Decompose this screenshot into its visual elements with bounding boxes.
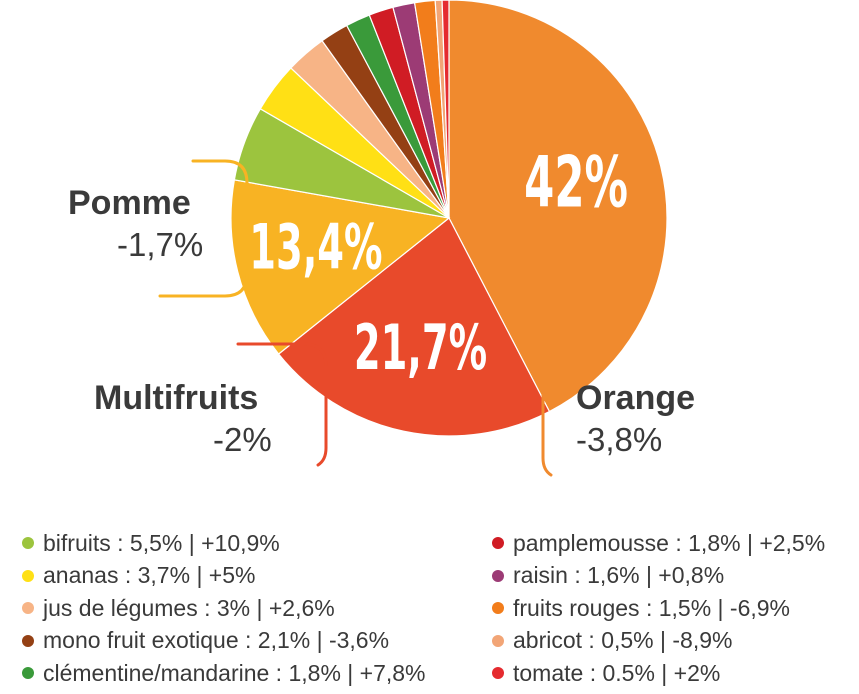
legend-label: clémentine/mandarine : 1,8% | +7,8% bbox=[43, 659, 426, 686]
callout-multifruits-name: Multifruits bbox=[94, 379, 259, 417]
slice-label-orange: 42% bbox=[524, 141, 628, 223]
legend-item: jus de légumes : 3% | +2,6% bbox=[22, 592, 426, 625]
callout-pomme-name: Pomme bbox=[68, 184, 191, 222]
legend-label: raisin : 1,6% | +0,8% bbox=[513, 562, 725, 589]
pie-slice-tomate bbox=[441, 0, 450, 219]
legend-dot bbox=[492, 569, 504, 582]
legend-label: abricot : 0,5% | -8,9% bbox=[513, 627, 733, 654]
legend-item: clémentine/mandarine : 1,8% | +7,8% bbox=[22, 657, 426, 690]
legend-item: tomate : 0.5% | +2% bbox=[492, 657, 825, 690]
callout-bracket-orange bbox=[541, 350, 567, 477]
legend-left: bifruits : 5,5% | +10,9% ananas : 3,7% |… bbox=[22, 527, 426, 690]
legend-label: mono fruit exotique : 2,1% | -3,6% bbox=[43, 627, 390, 654]
legend-dot bbox=[22, 602, 34, 615]
legend-item: abricot : 0,5% | -8,9% bbox=[492, 625, 825, 658]
legend-label: pamplemousse : 1,8% | +2,5% bbox=[513, 529, 826, 556]
callout-pomme-change: -1,7% bbox=[117, 226, 204, 263]
pie-slices bbox=[230, 0, 668, 437]
legend-label: tomate : 0.5% | +2% bbox=[513, 659, 721, 686]
legend-label: jus de légumes : 3% | +2,6% bbox=[43, 594, 335, 621]
slice-label-multifruits: 21,7% bbox=[354, 313, 487, 385]
legend-item: fruits rouges : 1,5% | -6,9% bbox=[492, 592, 825, 625]
legend-right: pamplemousse : 1,8% | +2,5% raisin : 1,6… bbox=[492, 527, 825, 690]
legend-label: bifruits : 5,5% | +10,9% bbox=[43, 529, 280, 556]
legend-dot bbox=[492, 634, 504, 647]
legend-dot bbox=[22, 537, 34, 550]
slice-label-pomme: 13,4% bbox=[249, 212, 382, 284]
legend-dot bbox=[492, 537, 504, 550]
callout-orange-change: -3,8% bbox=[576, 421, 663, 458]
legend-dot bbox=[22, 667, 34, 680]
pie-slice-multifruits bbox=[277, 217, 551, 437]
callout-orange-name: Orange bbox=[576, 379, 696, 417]
legend-dot bbox=[22, 569, 34, 582]
callout-bracket-multifruits bbox=[236, 342, 328, 467]
legend-dot bbox=[492, 602, 504, 615]
legend-label: ananas : 3,7% | +5% bbox=[43, 562, 256, 589]
legend-dot bbox=[22, 634, 34, 647]
pie-slice-pomme bbox=[230, 179, 451, 355]
legend-item: mono fruit exotique : 2,1% | -3,6% bbox=[22, 625, 426, 658]
legend-item: bifruits : 5,5% | +10,9% bbox=[22, 527, 426, 560]
slice-percent-labels: 42% 21,7% 13,4% bbox=[249, 141, 628, 384]
legend-item: pamplemousse : 1,8% | +2,5% bbox=[492, 527, 825, 560]
legend-item: ananas : 3,7% | +5% bbox=[22, 560, 426, 593]
pie-slice-orange bbox=[448, 0, 668, 413]
callout-brackets bbox=[158, 159, 567, 477]
callout-bracket-pomme bbox=[158, 159, 249, 298]
callout-multifruits-change: -2% bbox=[213, 421, 272, 458]
legend-dot bbox=[492, 667, 504, 680]
legend-label: fruits rouges : 1,5% | -6,9% bbox=[513, 594, 790, 621]
legend-item: raisin : 1,6% | +0,8% bbox=[492, 560, 825, 593]
